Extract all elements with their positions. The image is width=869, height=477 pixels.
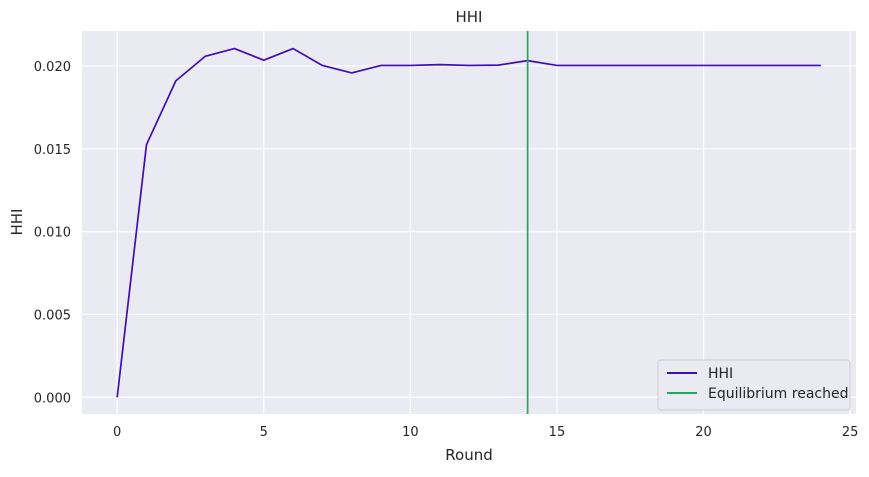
y-tick-label: 0.010 (34, 226, 71, 241)
y-tick-labels: 0.000 0.005 0.010 0.015 0.020 (34, 60, 71, 406)
legend-label-equilibrium: Equilibrium reached (708, 386, 848, 402)
x-tick-label: 25 (842, 425, 859, 440)
y-tick-label: 0.015 (34, 143, 71, 158)
x-tick-label: 20 (695, 425, 712, 440)
x-tick-label: 15 (549, 425, 566, 440)
y-axis-label: HHI (8, 209, 26, 236)
x-tick-labels: 0 5 10 15 20 25 (113, 425, 858, 440)
x-axis-label: Round (445, 446, 492, 464)
legend-label-hhi: HHI (708, 366, 733, 382)
x-tick-label: 10 (402, 425, 419, 440)
y-tick-label: 0.000 (34, 391, 71, 406)
legend-box (658, 360, 850, 410)
x-tick-label: 0 (113, 425, 121, 440)
x-tick-label: 5 (260, 425, 268, 440)
y-tick-label: 0.020 (34, 60, 71, 75)
chart-title: HHI (456, 8, 483, 26)
y-tick-label: 0.005 (34, 308, 71, 323)
legend: HHI Equilibrium reached (658, 360, 850, 410)
plot-area (82, 31, 856, 414)
